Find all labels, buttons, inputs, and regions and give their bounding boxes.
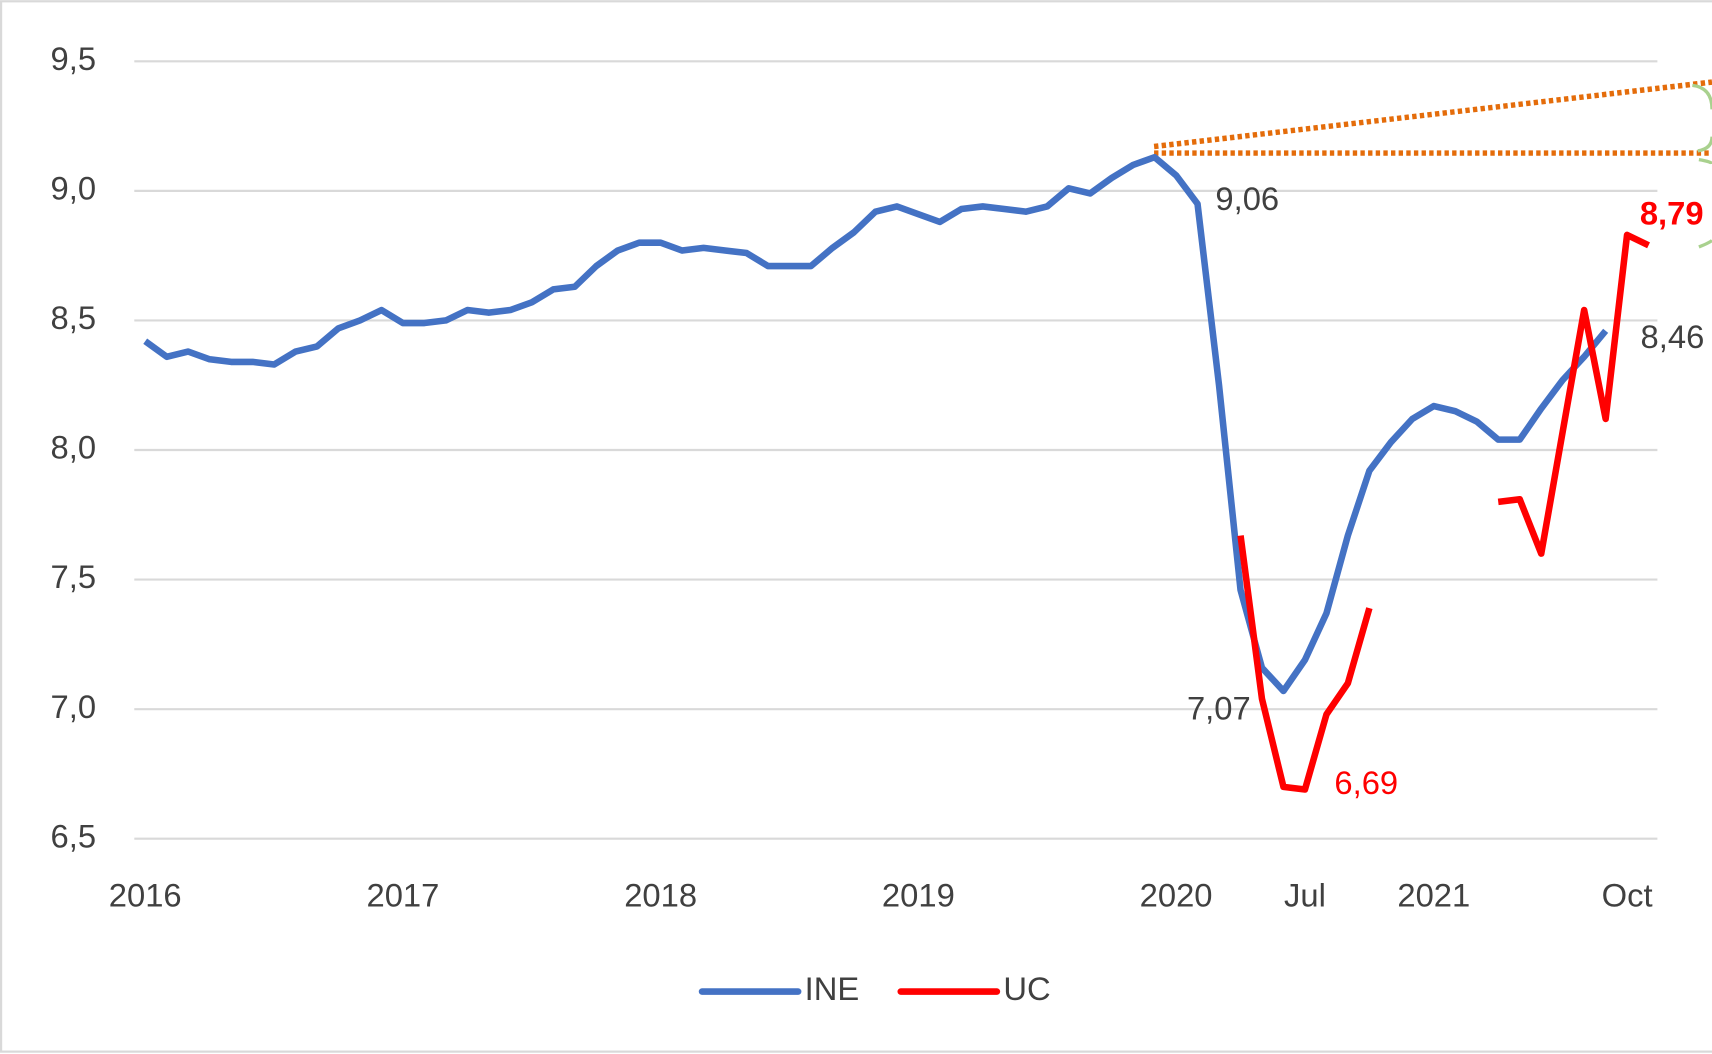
y-tick-label: 7,0	[51, 688, 97, 725]
y-tick-label: 6,5	[51, 817, 97, 854]
brace	[1692, 83, 1712, 249]
trend-annotation	[1153, 79, 1712, 249]
x-tick-label: 2018	[624, 876, 697, 913]
data-label: 8,46	[1641, 318, 1705, 355]
y-tick-label: 9,0	[51, 170, 97, 207]
data-label: 8,79	[1640, 194, 1704, 231]
x-tick-label: 2017	[367, 876, 440, 913]
x-tick-label: Oct	[1602, 876, 1653, 913]
y-tick-label: 9,5	[51, 40, 97, 77]
x-tick-label: 2019	[882, 876, 955, 913]
x-tick-label: 2020	[1140, 876, 1213, 913]
y-tick-label: 8,0	[51, 429, 97, 466]
data-label: 6,69	[1334, 764, 1398, 801]
y-tick-label: 8,5	[51, 299, 97, 336]
line-series	[143, 153, 1609, 695]
x-tick-label: Jul	[1284, 876, 1326, 913]
data-label: 7,07	[1187, 689, 1251, 726]
x-tick-label: 2021	[1397, 876, 1470, 913]
x-tick-label: 2016	[109, 876, 182, 913]
trend-line	[1153, 79, 1712, 150]
legend-label: UC	[1003, 970, 1050, 1007]
legend-label: INE	[805, 970, 860, 1007]
data-label: 9,06	[1215, 180, 1279, 217]
y-tick-label: 7,5	[51, 558, 97, 595]
line-series	[1237, 231, 1650, 793]
